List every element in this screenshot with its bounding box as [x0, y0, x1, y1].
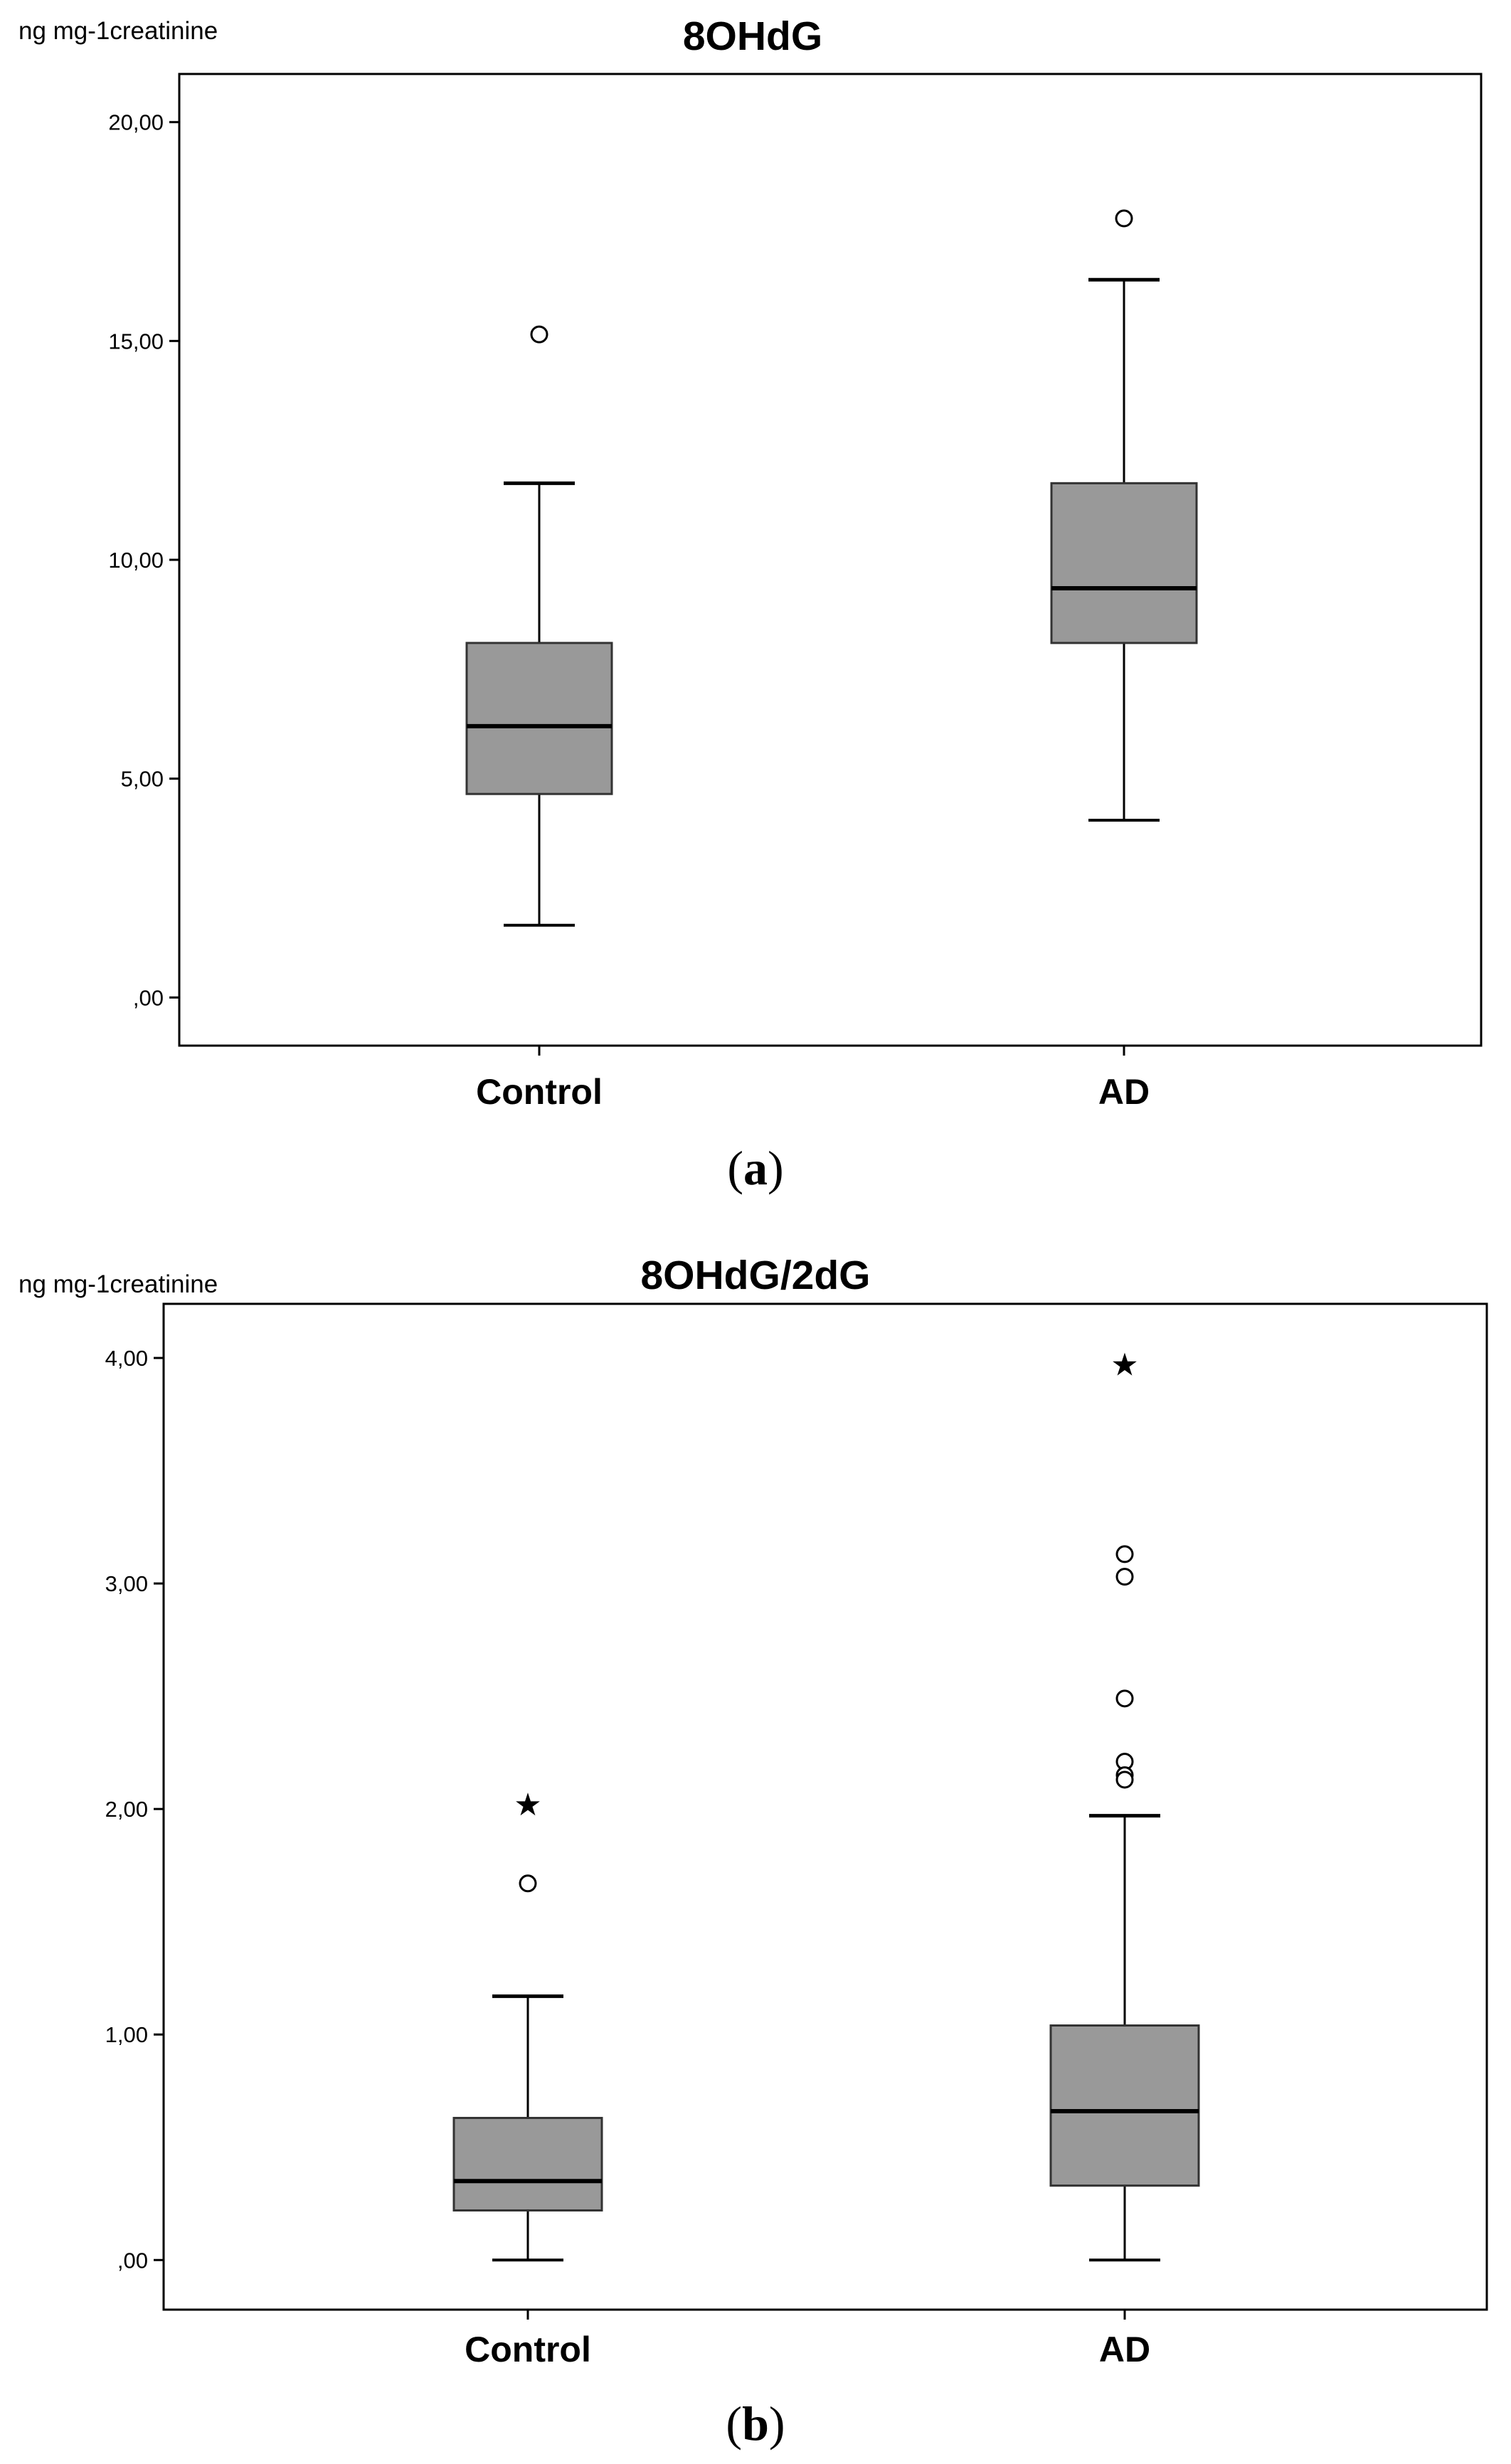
box-control: ★ [452, 1787, 603, 2262]
y-tick-label: 2,00 [105, 1797, 148, 1822]
y-tick-label: 15,00 [108, 329, 164, 354]
outlier-point [1115, 1568, 1134, 1586]
chart-a: ng mg-1creatinine 8OHdG ,00 5,00 10,00 15,0… [18, 14, 1483, 1195]
iqr-box [465, 642, 613, 795]
boxes [465, 209, 1198, 927]
y-axis-label: ng mg-1creatinine [18, 17, 218, 45]
y-axis-label: ng mg-1creatinine [18, 1270, 218, 1298]
y-axis: ,00 5,00 10,00 15,00 20,00 [108, 110, 179, 1010]
extreme-point: ★ [1110, 1347, 1138, 1384]
outlier-point [519, 1874, 537, 1893]
y-tick-label: 5,00 [121, 767, 164, 792]
chart-b: ng mg-1creatinine 8OHdG/2dG ,00 1,00 2,00 3… [18, 1253, 1488, 2450]
outlier-point [1115, 1689, 1134, 1708]
x-tick-label: AD [1098, 1072, 1150, 1112]
x-axis: Control AD [476, 1046, 1150, 1112]
y-tick-label: 4,00 [105, 1346, 148, 1371]
outlier-point [1115, 209, 1133, 228]
y-tick-label: 3,00 [105, 1571, 148, 1596]
outlier-point [1115, 1770, 1134, 1789]
panel-label: (a) [727, 1141, 783, 1195]
outlier-point [1115, 1545, 1134, 1563]
box-control [465, 325, 613, 927]
x-axis: Control AD [465, 2310, 1150, 2369]
plot-frame [178, 73, 1483, 1047]
box-ad: ★ [1049, 1347, 1200, 2262]
box-ad [1050, 209, 1198, 822]
boxes: ★★ [452, 1347, 1200, 2262]
panel-label: (b) [726, 2396, 785, 2450]
iqr-box [452, 2117, 603, 2212]
x-tick-label: AD [1099, 2330, 1150, 2369]
x-tick-label: Control [476, 1072, 603, 1112]
y-tick-label: ,00 [133, 985, 164, 1010]
iqr-box [1050, 482, 1198, 644]
iqr-box [1049, 2024, 1200, 2187]
x-tick-label: Control [465, 2330, 591, 2369]
y-tick-label: 1,00 [105, 2022, 148, 2047]
plot-frame [162, 1302, 1488, 2311]
y-tick-label: 20,00 [108, 110, 164, 135]
outlier-point [530, 325, 548, 344]
chart-title: 8OHdG/2dG [640, 1253, 870, 1298]
extreme-point: ★ [514, 1787, 541, 1823]
y-tick-label: ,00 [117, 2248, 148, 2273]
chart-title: 8OHdG [683, 14, 822, 59]
y-axis: ,00 1,00 2,00 3,00 4,00 [105, 1346, 164, 2273]
y-tick-label: 10,00 [108, 548, 164, 573]
